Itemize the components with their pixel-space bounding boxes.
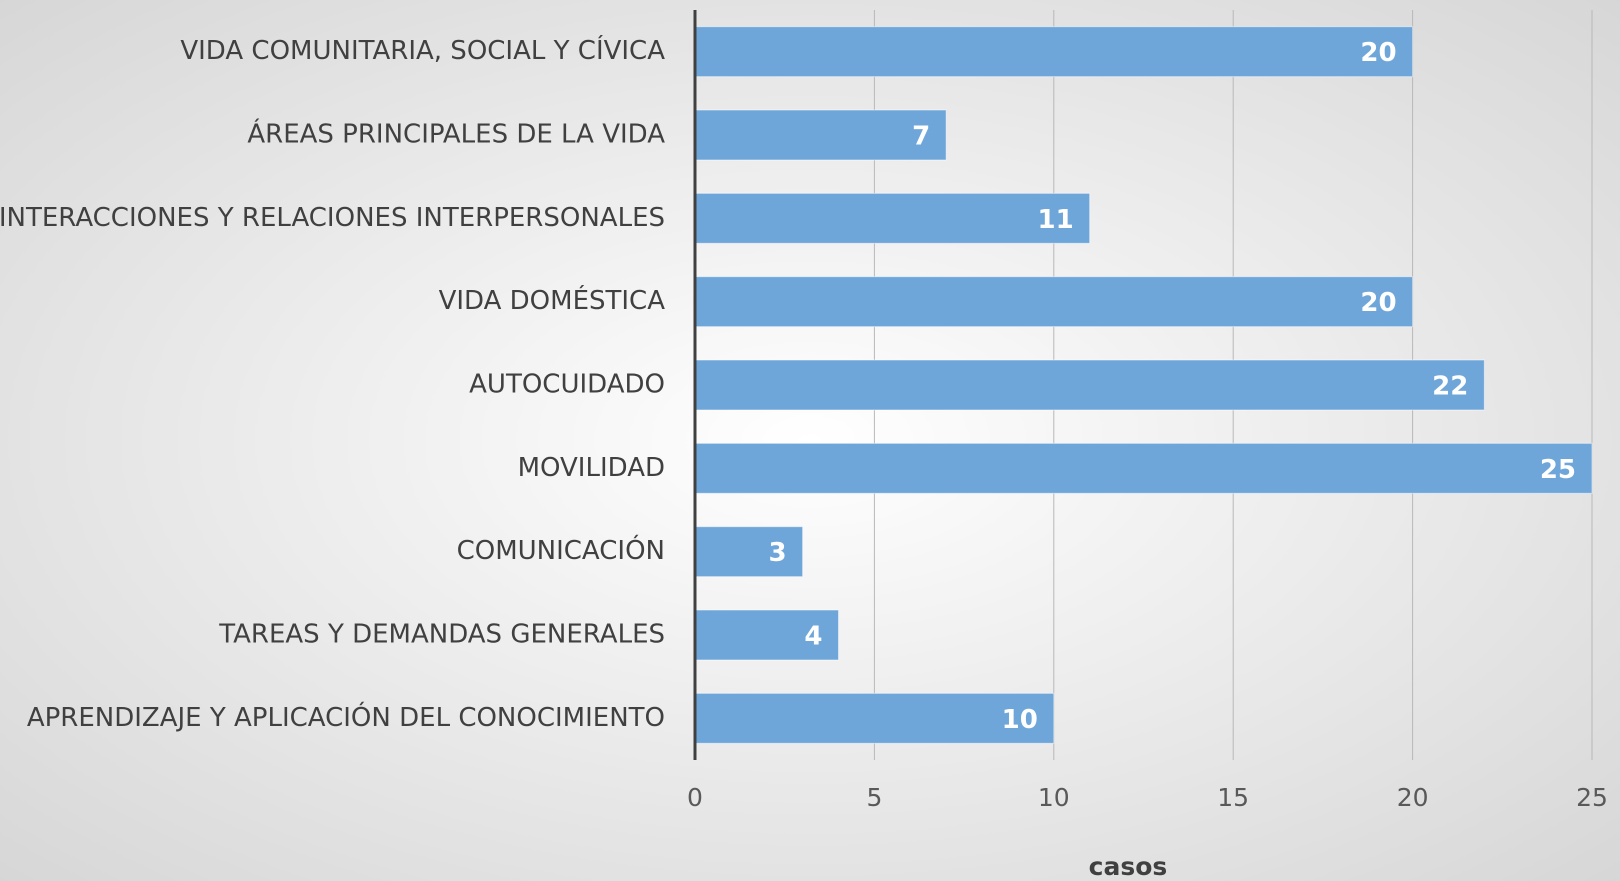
bar <box>694 442 1593 494</box>
y-tick-label: COMUNICACIÓN <box>457 534 665 566</box>
data-label: 20 <box>1360 38 1396 68</box>
data-label: 20 <box>1360 288 1396 318</box>
x-tick-label: 15 <box>1217 783 1249 812</box>
y-tick-label: INTERACCIONES Y RELACIONES INTERPERSONAL… <box>0 203 665 233</box>
x-axis-label: casos <box>1089 852 1168 881</box>
data-label: 7 <box>912 122 930 152</box>
data-label: 11 <box>1037 205 1073 235</box>
data-label: 4 <box>804 622 822 652</box>
y-tick-label: VIDA COMUNITARIA, SOCIAL Y CÍVICA <box>180 34 665 66</box>
y-tick-label: APRENDIZAJE Y APLICACIÓN DEL CONOCIMIENT… <box>27 701 665 733</box>
bar <box>694 276 1414 328</box>
bar <box>694 692 1055 744</box>
bar <box>694 109 947 161</box>
x-tick-label: 5 <box>866 783 882 812</box>
data-label: 25 <box>1540 455 1576 485</box>
x-tick-label: 10 <box>1038 783 1070 812</box>
bar <box>694 192 1091 244</box>
data-label: 22 <box>1432 372 1468 402</box>
x-tick-label: 20 <box>1397 783 1429 812</box>
y-tick-label: AUTOCUIDADO <box>469 370 665 400</box>
x-tick-label: 0 <box>687 783 703 812</box>
y-tick-label: TAREAS Y DEMANDAS GENERALES <box>218 620 665 650</box>
bar <box>694 609 840 661</box>
y-tick-label: VIDA DOMÉSTICA <box>439 284 666 316</box>
bar <box>694 26 1414 78</box>
data-label: 10 <box>1002 705 1038 735</box>
y-tick-label: ÁREAS PRINCIPALES DE LA VIDA <box>247 118 665 150</box>
bar <box>694 526 804 578</box>
x-tick-label: 25 <box>1576 783 1608 812</box>
data-label: 3 <box>769 538 787 568</box>
bar <box>694 359 1485 411</box>
y-tick-label: MOVILIDAD <box>518 453 665 483</box>
